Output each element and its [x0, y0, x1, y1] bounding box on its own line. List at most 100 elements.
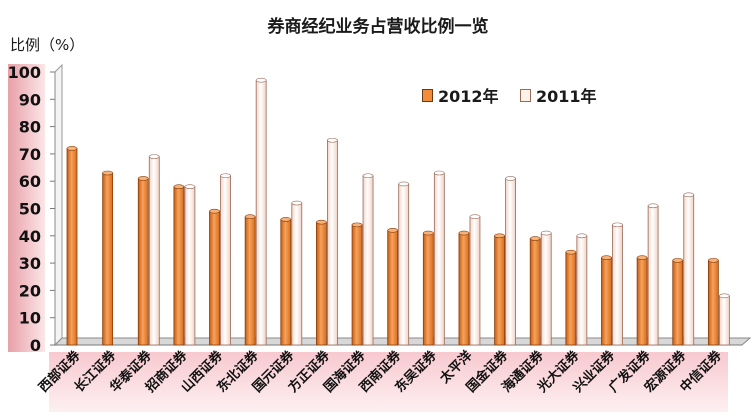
category-label-bg — [49, 352, 87, 412]
bar-2011 — [255, 79, 267, 346]
bar-top-2012 — [636, 255, 648, 260]
bar-2012 — [66, 148, 78, 346]
category-label-bg — [84, 352, 123, 412]
bar-top-2012 — [672, 258, 684, 263]
bar-2011 — [327, 139, 338, 346]
legend-item-2011: 2011年 — [520, 83, 597, 107]
bar-2012 — [387, 229, 399, 346]
bar-2012 — [102, 172, 114, 346]
bar-top-2012 — [387, 228, 398, 233]
bar-top-2011 — [362, 173, 374, 179]
bar-2011 — [291, 202, 303, 346]
bar-2012 — [458, 232, 470, 346]
bar-top-2012 — [316, 219, 327, 225]
legend-label-2011: 2011年 — [536, 87, 597, 106]
bar-top-2011 — [469, 214, 481, 219]
y-tick-label: 10 — [19, 309, 41, 328]
category-label-bg — [334, 352, 372, 412]
bar-top-2011 — [291, 200, 303, 206]
category-label-bg — [583, 352, 622, 412]
bar-top-2012 — [280, 217, 292, 222]
bar-top-2012 — [423, 230, 434, 236]
category-label-bg — [298, 352, 337, 412]
bar-2011 — [148, 156, 160, 346]
y-tick-label: 90 — [19, 90, 41, 109]
y-axis-label: 比例（%） — [10, 36, 85, 54]
y-tick-label: 20 — [19, 281, 41, 300]
y-tick-label: 70 — [19, 145, 41, 164]
bar-top-2011 — [184, 184, 196, 189]
bar-2012 — [672, 259, 684, 346]
y-tick-label: 80 — [19, 118, 41, 137]
bar-2011 — [576, 235, 588, 346]
bar-top-2012 — [173, 184, 185, 189]
bar-2011 — [683, 194, 695, 346]
bar-top-2012 — [494, 233, 505, 239]
category-label-bg — [440, 352, 479, 412]
y-axis-wall — [54, 63, 63, 347]
category-label-bg — [654, 352, 693, 412]
bar-top-2011 — [540, 230, 552, 236]
bar-top-2012 — [137, 176, 149, 181]
category-label-bg — [405, 352, 443, 412]
bar-2012 — [636, 257, 648, 346]
bar-top-2012 — [458, 230, 470, 236]
bar-top-2011 — [505, 176, 516, 181]
bar-2011 — [398, 183, 410, 346]
bar-2012 — [422, 232, 434, 346]
bar-top-2011 — [683, 192, 695, 198]
bar-top-2012 — [351, 222, 363, 228]
bar-2011 — [433, 172, 445, 346]
category-label-bg — [619, 352, 657, 412]
bar-2011 — [647, 205, 659, 346]
category-label-bg — [547, 352, 586, 412]
bar-2011 — [540, 232, 552, 346]
bar-2012 — [351, 224, 363, 346]
y-tick-label: 60 — [19, 172, 41, 191]
legend-label-2012: 2012年 — [438, 87, 499, 106]
category-label-bg — [512, 352, 550, 412]
category-label-bg — [227, 352, 265, 412]
y-tick-label: 0 — [30, 336, 41, 355]
bar-top-2012 — [209, 208, 220, 214]
y-tick-label: 30 — [19, 254, 41, 273]
category-label-bg — [690, 352, 728, 412]
bar-2012 — [137, 178, 149, 346]
bar-2011 — [718, 295, 730, 346]
y-tick-label: 40 — [19, 227, 41, 246]
bar-top-2012 — [565, 249, 577, 255]
bar-2011 — [362, 175, 374, 346]
bar-2012 — [280, 219, 292, 346]
bar-top-2011 — [327, 137, 338, 143]
y-axis-band — [8, 64, 45, 352]
bar-top-2011 — [434, 170, 445, 176]
bar-2012 — [707, 259, 719, 346]
category-label-bg — [155, 352, 194, 412]
bar-top-2012 — [708, 258, 719, 263]
bar-2012 — [601, 257, 612, 346]
bar-top-2011 — [647, 203, 659, 209]
bar-top-2012 — [244, 214, 256, 219]
bar-top-2012 — [529, 236, 541, 241]
bar-2011 — [612, 224, 623, 346]
bar-2012 — [173, 186, 185, 346]
category-label-bg — [120, 352, 158, 412]
bar-top-2011 — [612, 222, 623, 228]
bar-top-2011 — [398, 181, 409, 187]
bar-2012 — [494, 235, 505, 346]
category-label-bg — [262, 352, 301, 412]
y-tick-label: 100 — [8, 63, 41, 82]
bar-2012 — [529, 238, 541, 346]
bar-top-2011 — [255, 77, 267, 83]
chart-title: 券商经纪业务占营收比例一览 — [267, 17, 489, 37]
bar-top-2011 — [719, 293, 730, 299]
bar-2011 — [220, 175, 231, 346]
bar-2012 — [316, 221, 327, 346]
bar-2012 — [209, 210, 220, 346]
legend-item-2012: 2012年 — [422, 83, 499, 107]
legend-swatch-2011 — [520, 88, 531, 102]
bar-top-2012 — [102, 170, 113, 176]
bar-2011 — [469, 216, 481, 346]
category-label-bg — [476, 352, 515, 412]
